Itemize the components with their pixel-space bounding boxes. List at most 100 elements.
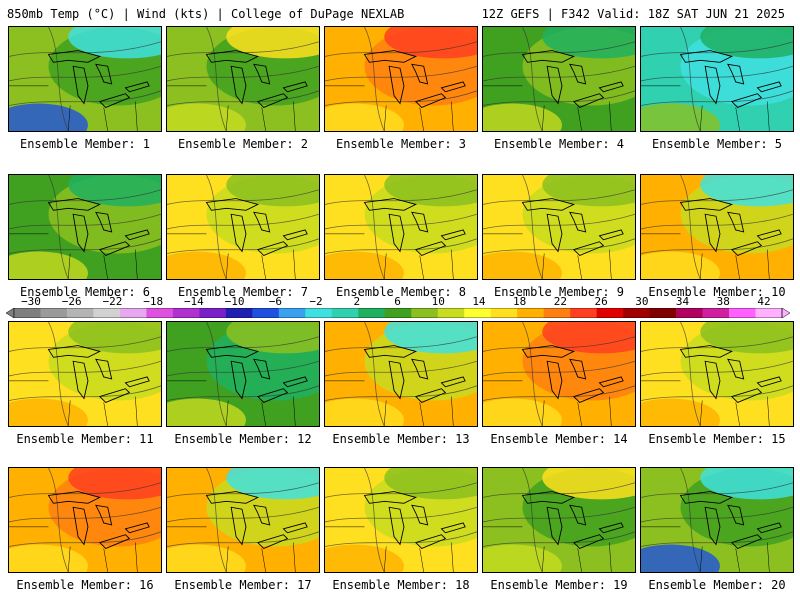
colorbar-segment — [517, 308, 544, 318]
colorbar-segment — [596, 308, 624, 318]
ensemble-map-panel — [640, 26, 794, 132]
ensemble-map-panel — [166, 321, 320, 427]
ensemble-member-label: Ensemble Member: 12 — [174, 432, 312, 446]
colorbar-segment — [676, 308, 703, 318]
colorbar-segment — [411, 308, 439, 318]
ensemble-map-panel — [324, 467, 478, 573]
temperature-map — [483, 468, 635, 572]
colorbar-segment — [490, 308, 518, 318]
colorbar-segment — [93, 308, 121, 318]
map-title-left: 850mb Temp (°C) | Wind (kts) | College o… — [7, 7, 405, 21]
colorbar-tick-label: 14 — [472, 295, 486, 308]
colorbar-tick-label: 6 — [394, 295, 401, 308]
colorbar-tick-label: −30 — [21, 295, 41, 308]
temperature-map — [325, 27, 477, 131]
colorbar-segment — [384, 308, 412, 318]
ensemble-map-panel — [8, 321, 162, 427]
colorbar-tick-label: −6 — [268, 295, 282, 308]
ensemble-member-label: Ensemble Member: 5 — [651, 137, 783, 151]
colorbar-tick-label: −10 — [224, 295, 245, 308]
colorbar-tick-label: 2 — [353, 295, 361, 308]
colorbar-segment — [649, 308, 677, 318]
temperature-map — [9, 468, 161, 572]
ensemble-map-panel — [640, 174, 794, 280]
colorbar-segment — [40, 308, 68, 318]
colorbar-tick-label: 18 — [513, 295, 527, 308]
temperature-map — [325, 322, 477, 426]
ensemble-member-label: Ensemble Member: 19 — [490, 578, 628, 592]
colorbar-tick-label: −22 — [102, 295, 123, 308]
colorbar-segment — [570, 308, 597, 318]
ensemble-member-label: Ensemble Member: 2 — [177, 137, 309, 151]
colorbar-segment — [358, 308, 386, 318]
ensemble-member-label: Ensemble Member: 1 — [19, 137, 151, 151]
colorbar-tick-label: −2 — [309, 295, 323, 308]
colorbar-arrow-right — [781, 308, 790, 318]
ensemble-map-panel — [8, 174, 162, 280]
temperature-map — [483, 27, 635, 131]
colorbar-segment — [225, 308, 253, 318]
temperature-map — [483, 175, 635, 279]
temperature-map — [641, 27, 793, 131]
temperature-map — [325, 468, 477, 572]
colorbar-segment — [305, 308, 333, 318]
ensemble-member-label: Ensemble Member: 13 — [332, 432, 470, 446]
colorbar-segment — [252, 308, 280, 318]
ensemble-member-label: Ensemble Member: 7 — [177, 285, 309, 299]
ensemble-member-label: Ensemble Member: 18 — [332, 578, 470, 592]
colorbar-segment — [623, 308, 650, 318]
ensemble-member-label: Ensemble Member: 9 — [493, 285, 625, 299]
ensemble-member-label: Ensemble Member: 4 — [493, 137, 625, 151]
temperature-map — [9, 27, 161, 131]
colorbar-segment — [755, 308, 783, 318]
map-title-right: 12Z GEFS | F342 Valid: 18Z SAT JUN 21 20… — [481, 7, 785, 21]
ensemble-map-panel — [640, 321, 794, 427]
colorbar-tick-label: 10 — [431, 295, 445, 308]
colorbar-tick-label: −18 — [143, 295, 164, 308]
ensemble-member-label: Ensemble Member: 16 — [16, 578, 154, 592]
ensemble-map-panel — [166, 174, 320, 280]
temperature-map — [483, 322, 635, 426]
colorbar-segment — [119, 308, 147, 318]
colorbar-segment — [729, 308, 756, 318]
colorbar-tick-label: 42 — [757, 295, 771, 308]
ensemble-map-panel — [324, 174, 478, 280]
colorbar-segment — [14, 308, 41, 318]
ensemble-map-panel — [482, 26, 636, 132]
colorbar-segment — [437, 308, 465, 318]
colorbar-segment — [331, 308, 359, 318]
temperature-map — [167, 468, 319, 572]
ensemble-map-panel — [8, 467, 162, 573]
temperature-map — [167, 322, 319, 426]
ensemble-map-panel — [482, 174, 636, 280]
colorbar-segment — [464, 308, 491, 318]
ensemble-map-panel — [324, 26, 478, 132]
ensemble-map-panel — [8, 26, 162, 132]
ensemble-member-label: Ensemble Member: 20 — [648, 578, 786, 592]
ensemble-member-label: Ensemble Member: 11 — [16, 432, 154, 446]
ensemble-map-panel — [640, 467, 794, 573]
ensemble-member-label: Ensemble Member: 3 — [335, 137, 467, 151]
colorbar-tick-label: 38 — [716, 295, 730, 308]
ensemble-member-label: Ensemble Member: 10 — [648, 285, 786, 299]
ensemble-map-panel — [482, 467, 636, 573]
temperature-map — [9, 175, 161, 279]
ensemble-map-panel — [482, 321, 636, 427]
ensemble-member-label: Ensemble Member: 17 — [174, 578, 312, 592]
ensemble-member-label: Ensemble Member: 6 — [19, 285, 151, 299]
ensemble-member-label: Ensemble Member: 8 — [335, 285, 467, 299]
temperature-colorbar — [6, 308, 790, 318]
colorbar-tick-label: −14 — [183, 295, 204, 308]
colorbar-segment — [278, 308, 306, 318]
ensemble-map-panel — [166, 26, 320, 132]
ensemble-map-panel — [324, 321, 478, 427]
ensemble-map-panel — [166, 467, 320, 573]
temperature-map — [641, 175, 793, 279]
colorbar-segment — [199, 308, 227, 318]
temperature-map — [167, 175, 319, 279]
colorbar-segment — [172, 308, 200, 318]
temperature-map — [641, 468, 793, 572]
colorbar-tick-label: 22 — [553, 295, 567, 308]
temperature-map — [167, 27, 319, 131]
colorbar-tick-label: 34 — [675, 295, 690, 308]
